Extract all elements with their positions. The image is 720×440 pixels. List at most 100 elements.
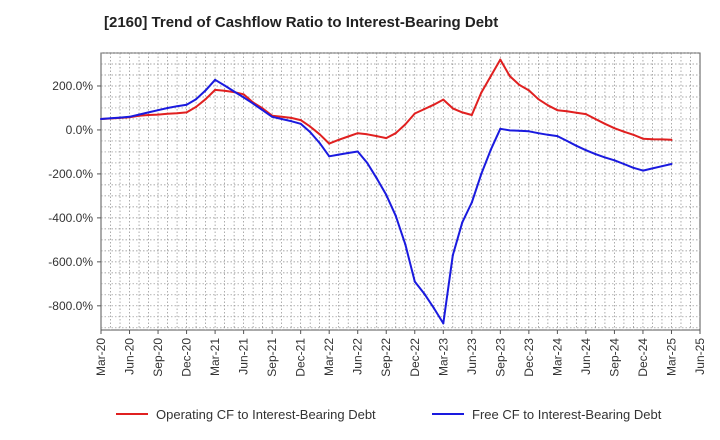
chart-title: [2160] Trend of Cashflow Ratio to Intere… xyxy=(104,14,499,31)
free-cf-point xyxy=(385,193,388,196)
free-cf-point xyxy=(404,243,407,246)
operating-cf-point xyxy=(290,116,293,119)
operating-cf-point xyxy=(204,98,207,101)
operating-cf-point xyxy=(594,117,597,120)
free-cf-point xyxy=(185,103,188,106)
plot-area xyxy=(100,52,701,331)
free-cf-point xyxy=(138,113,141,116)
y-tick-label: -400.0% xyxy=(48,211,93,225)
operating-cf-point xyxy=(670,138,673,141)
x-tick-label: Sep-24 xyxy=(607,338,621,377)
operating-cf-point xyxy=(527,89,530,92)
free-cf-point xyxy=(527,130,530,133)
operating-cf-point xyxy=(176,112,179,115)
x-tick-label: Mar-25 xyxy=(664,338,678,376)
operating-cf-point xyxy=(214,88,217,91)
free-cf-point xyxy=(556,135,559,138)
free-cf-point xyxy=(413,280,416,283)
x-tick-label: Sep-21 xyxy=(265,338,279,377)
x-tick-label: Mar-20 xyxy=(94,338,108,376)
operating-cf-point xyxy=(375,135,378,138)
free-cf-point xyxy=(432,307,435,310)
free-cf-point xyxy=(204,89,207,92)
operating-cf-point xyxy=(185,111,188,114)
free-cf-point xyxy=(366,161,369,164)
operating-cf-point xyxy=(632,133,635,136)
free-cf-point xyxy=(499,127,502,130)
operating-cf-point xyxy=(299,119,302,122)
operating-cf-point xyxy=(461,111,464,114)
operating-cf-point xyxy=(318,133,321,136)
free-cf-point xyxy=(442,322,445,325)
free-cf-point xyxy=(565,139,568,142)
operating-cf-point xyxy=(603,122,606,125)
x-tick-label: Dec-22 xyxy=(408,338,422,377)
free-cf-point xyxy=(613,159,616,162)
operating-cf-point xyxy=(432,103,435,106)
operating-cf-point xyxy=(166,112,169,115)
operating-cf-point xyxy=(499,58,502,61)
operating-cf-point xyxy=(385,137,388,140)
x-tick-label: Dec-24 xyxy=(636,338,650,377)
x-tick-label: Sep-23 xyxy=(493,338,507,377)
free-cf-point xyxy=(309,131,312,134)
y-tick-label: -200.0% xyxy=(48,167,93,181)
operating-cf-point xyxy=(394,132,397,135)
operating-cf-point xyxy=(641,137,644,140)
x-tick-label: Mar-22 xyxy=(322,338,336,376)
free-cf-point xyxy=(252,102,255,105)
operating-cf-point xyxy=(223,89,226,92)
x-tick-label: Sep-22 xyxy=(379,338,393,377)
operating-cf-point xyxy=(157,113,160,116)
free-cf-point xyxy=(641,169,644,172)
free-cf-point xyxy=(508,129,511,132)
operating-cf-point xyxy=(565,110,568,113)
operating-cf-point xyxy=(575,111,578,114)
free-cf-point xyxy=(603,156,606,159)
free-cf-point xyxy=(489,148,492,151)
free-cf-point xyxy=(233,90,236,93)
operating-cf-point xyxy=(195,105,198,108)
free-cf-point xyxy=(594,153,597,156)
x-tick-label: Dec-20 xyxy=(180,338,194,377)
free-cf-point xyxy=(632,166,635,169)
x-tick-label: Jun-23 xyxy=(465,338,479,375)
y-tick-label: -600.0% xyxy=(48,255,93,269)
free-cf-point xyxy=(584,149,587,152)
free-cf-point xyxy=(356,150,359,153)
y-tick-label: 200.0% xyxy=(52,79,93,93)
operating-cf-point xyxy=(242,93,245,96)
free-cf-point xyxy=(100,117,102,120)
free-cf-point xyxy=(147,111,150,114)
free-cf-point xyxy=(109,117,112,120)
free-cf-point xyxy=(166,106,169,109)
operating-cf-point xyxy=(356,132,359,135)
operating-cf-point xyxy=(347,135,350,138)
operating-cf-point xyxy=(280,115,283,118)
free-cf-point xyxy=(546,133,549,136)
operating-cf-point xyxy=(651,138,654,141)
y-tick-label: -800.0% xyxy=(48,299,93,313)
operating-cf-point xyxy=(584,113,587,116)
x-tick-label: Dec-21 xyxy=(294,338,308,377)
x-tick-label: Jun-22 xyxy=(351,338,365,375)
free-cf-point xyxy=(328,155,331,158)
free-cf-point xyxy=(299,122,302,125)
free-cf-point xyxy=(337,153,340,156)
operating-cf-point xyxy=(660,138,663,141)
free-cf-point xyxy=(375,177,378,180)
free-cf-point xyxy=(157,109,160,112)
operating-cf-point xyxy=(442,98,445,101)
free-cf-point xyxy=(518,129,521,132)
free-cf-point xyxy=(480,172,483,175)
operating-cf-point xyxy=(489,75,492,78)
x-tick-label: Jun-25 xyxy=(693,338,707,375)
operating-cf-point xyxy=(423,108,426,111)
free-cf-point xyxy=(318,142,321,145)
free-cf-point xyxy=(347,152,350,155)
operating-cf-point xyxy=(404,123,407,126)
operating-cf-point xyxy=(451,107,454,110)
free-cf-point xyxy=(394,214,397,217)
x-tick-label: Sep-20 xyxy=(151,338,165,377)
